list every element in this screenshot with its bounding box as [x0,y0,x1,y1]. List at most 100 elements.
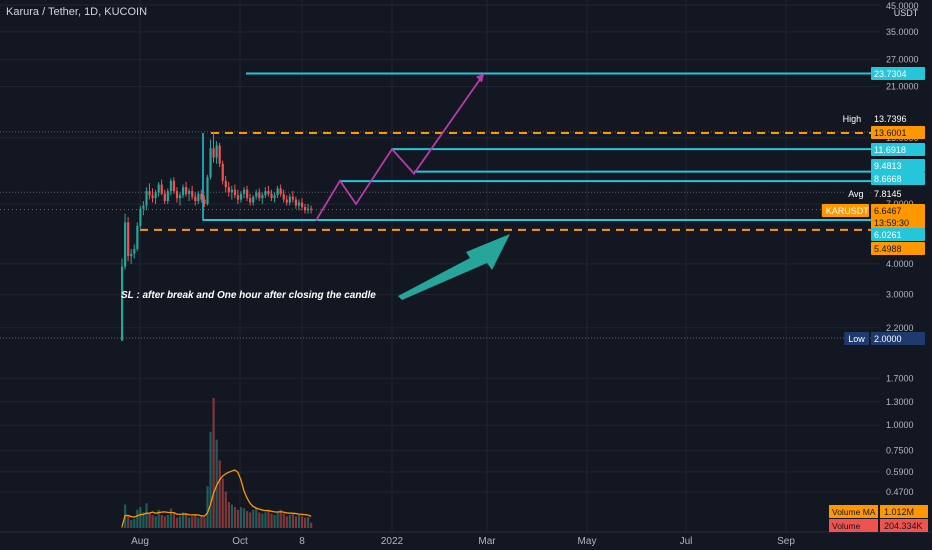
volume-bar [157,509,160,528]
candle-body [157,184,160,193]
y-axis-bg [880,0,932,532]
volume-badge-value: 204.334K [884,521,923,531]
volume-ma-line [121,469,312,527]
volume-bar [203,517,206,528]
price-badge-label: KARUSDT [826,206,870,216]
price-badge [871,126,925,139]
price-badge-value: 5.4988 [874,244,902,254]
candle-body [233,189,237,196]
volume-bar [279,509,282,528]
volume-bar [182,512,185,528]
price-badge [871,159,925,172]
candle-body [279,188,282,194]
volume-bar [294,516,298,528]
volume-badge [880,505,928,518]
price-badge [871,204,925,217]
y-tick-label: 1.3000 [886,397,914,407]
candle-body [267,191,270,194]
price-badge-value: 6.6467 [874,206,902,216]
candlestick-series [121,131,313,341]
volume-bar [249,512,252,528]
candle-body [133,248,136,254]
candle-body [294,199,298,206]
candle-body [209,148,212,178]
candle-body [178,195,182,199]
candle-body [300,202,304,208]
candle-body [169,180,172,192]
volume-bar [273,515,276,528]
volume-bar [243,508,246,528]
y-tick-label: 27.0000 [886,55,919,65]
candle-body [175,191,179,199]
candle-body [139,208,142,226]
y-axis: USDT45.000035.000027.000021.000013.00007… [880,0,932,532]
candle-body [188,191,191,194]
candle-body [282,193,285,200]
price-badge [871,187,925,200]
y-tick-label: 1.7000 [886,373,914,383]
volume-bar [185,515,188,528]
volume-bar [288,515,291,528]
price-badge-tag [838,112,869,125]
volume-bar [188,517,191,528]
candle-body [185,187,188,194]
volume-bar [169,508,172,528]
x-tick-label: Sep [777,536,795,547]
volume-bar [142,512,145,528]
candle-body [197,193,200,202]
candle-body [304,207,307,211]
price-badge-value: 11.6918 [874,145,906,155]
y-tick-label: 35.0000 [886,27,919,37]
volume-badge-tag [829,519,878,532]
volume-bar [276,512,279,528]
candle-body [258,192,261,199]
volume-bar [154,516,157,528]
y-tick-label: 2.2000 [886,323,914,333]
candle-body [160,184,163,194]
volume-bar [255,508,258,528]
x-tick-label: May [578,536,597,547]
candle-body [172,180,176,192]
price-badge-value: 7.8145 [874,189,902,199]
price-badge [871,228,925,241]
volume-bar [209,431,212,528]
candle-body [124,222,127,267]
volume-bar [197,517,200,528]
price-badge-label: Low [848,334,865,344]
x-tick-label: 2022 [381,536,404,547]
price-badge-tag [844,332,869,345]
y-tick-label: 4.0000 [886,259,914,269]
volume-bar [267,509,270,528]
volume-badge-value: 1.012M [884,507,914,517]
candle-body [200,193,203,200]
volume-bar [310,522,313,528]
volume-series [121,398,313,528]
candle-body [206,177,209,205]
volume-bar [270,513,273,528]
x-axis: Aug Oct 8 2022 Mar May Jul Sep [0,531,932,547]
x-tick-label: 8 [299,536,305,547]
y-tick-label: 3.0000 [886,290,914,300]
y-tick-label: 0.4700 [886,487,914,497]
volume-bar [246,511,249,528]
candle-body [130,253,133,257]
volume-bar [191,516,194,528]
volume-bar [178,516,182,528]
y-tick-label: 0.5900 [886,467,914,477]
candle-body [230,189,233,193]
candle-body [121,266,124,341]
y-tick-label: 21.0000 [886,82,919,92]
candle-body [288,196,291,203]
projection-path [315,73,485,221]
price-badge-value: 13.7396 [874,114,907,124]
volume-bar [139,507,142,528]
candle-body [285,199,288,203]
volume-bar [307,517,310,528]
price-badge-tag [844,187,869,200]
price-badge-value: 13:59:30 [874,218,909,228]
stop-loss-annotation: SL : after break and One hour after clos… [121,290,376,301]
candle-body [166,191,169,202]
volume-bar [261,513,264,528]
candle-body [307,208,310,211]
